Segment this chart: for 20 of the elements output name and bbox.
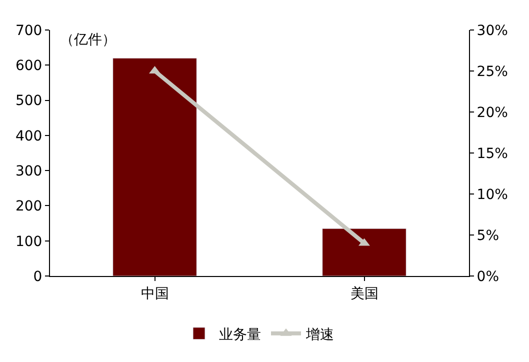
y-tick-label: 300 [15, 163, 42, 180]
y2-tick-label: 0% [476, 268, 500, 285]
y-tick-label: 200 [15, 198, 42, 215]
y2-tick-label: 5% [476, 228, 500, 244]
y2-tick-label: 10% [476, 186, 508, 203]
legend-label: 增速 [305, 326, 334, 343]
y-tick-label: 100 [15, 234, 42, 250]
y-tick-label: 400 [15, 128, 42, 144]
y-tick-label: 500 [15, 93, 42, 110]
annotation: （亿件） [60, 32, 116, 48]
y-tick-label: 0 [33, 268, 42, 285]
legend-label: 业务量 [219, 326, 261, 343]
y-tick-label: 600 [15, 58, 42, 74]
y2-tick-label: 25% [476, 64, 508, 80]
x-tick-label: 美国 [350, 286, 378, 302]
y2-tick-label: 30% [476, 22, 508, 39]
x-tick-label: 中国 [140, 286, 169, 302]
y2-tick-label: 15% [476, 146, 508, 162]
y-tick-label: 700 [15, 22, 42, 39]
y2-tick-label: 20% [476, 104, 508, 121]
